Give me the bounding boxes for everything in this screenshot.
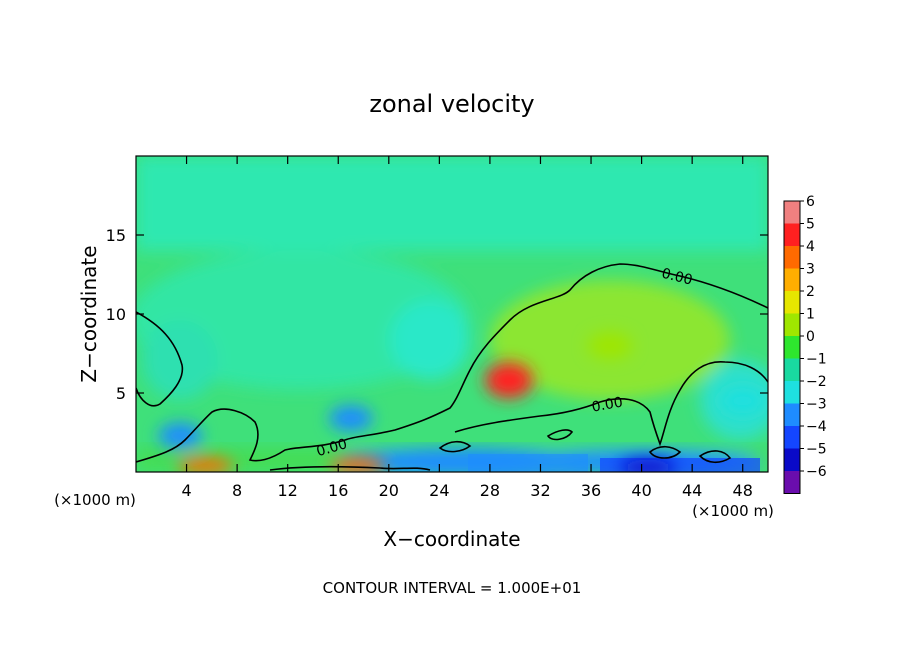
x-tick-label: 40: [631, 481, 651, 500]
colorbar-swatch: [784, 381, 800, 404]
x-tick-label: 16: [328, 481, 348, 500]
contour-main: [136, 263, 768, 463]
colorbar-label: −4: [806, 419, 827, 435]
contour-surface: [269, 465, 431, 471]
x-tick-label: 8: [232, 481, 242, 500]
colorbar: 6 5 4 3 2 1 0 −1 −2 −3 −4 −5 −6: [783, 194, 827, 494]
y-axis-label: Z−coordinate: [77, 245, 101, 382]
hotspot-2: [177, 457, 234, 472]
contour-label-upper: 0.00: [660, 266, 694, 289]
colorbar-label: −3: [806, 397, 827, 413]
hotspot-4: [328, 405, 373, 432]
contour-small-2: [438, 440, 472, 453]
zero-contours: [136, 263, 768, 471]
hotspot-5: [619, 459, 676, 472]
contour-small-3: [648, 445, 682, 459]
colorbar-label: −5: [806, 442, 827, 458]
colorbar-swatch: [784, 268, 800, 291]
x-tick-label: 4: [181, 481, 191, 500]
colorbar-label: −2: [806, 374, 827, 390]
colorbar-label: 6: [806, 194, 815, 210]
colorbar-swatch: [784, 471, 800, 494]
mid-cyan-patch: [136, 250, 470, 390]
hotspot-6: [588, 332, 632, 359]
x-axis-label: X−coordinate: [383, 527, 520, 551]
colorbar-swatch: [784, 201, 800, 224]
contour-small-1: [546, 429, 574, 441]
colorbar-swatch: [784, 358, 800, 381]
colorbar-label: 5: [806, 217, 815, 233]
y-axis: 5 10 15: [106, 226, 768, 403]
x-tick-label: 28: [480, 481, 500, 500]
colorbar-label: −6: [806, 464, 827, 480]
x-tick-label: 48: [733, 481, 753, 500]
colorbar-swatch: [784, 426, 800, 449]
colorbar-label: 0: [806, 329, 815, 345]
contour-label-middle: 0.00: [591, 394, 624, 415]
x-tick-label: 24: [429, 481, 449, 500]
colorbar-swatch: [784, 336, 800, 359]
colorbar-swatch: [784, 291, 800, 314]
contour-interval-note: CONTOUR INTERVAL = 1.000E+01: [323, 579, 582, 597]
colorbar-label: 4: [806, 239, 815, 255]
chart-title: zonal velocity: [369, 90, 534, 118]
y-tick-label: 15: [106, 226, 126, 245]
x-axis: 4 8 12 16 20 24 28 32 36 40 44 48: [181, 156, 753, 500]
x-tick-label: 36: [581, 481, 601, 500]
x-unit-left: (×1000 m): [54, 491, 136, 509]
colorbar-swatch: [784, 223, 800, 246]
x-tick-label: 44: [682, 481, 702, 500]
cyan-spot: [390, 300, 470, 380]
colorbar-label: 3: [806, 262, 815, 278]
contour-small-4: [698, 450, 732, 464]
hotspot-7: [720, 387, 765, 414]
x-tick-label: 20: [379, 481, 399, 500]
hotspot-3: [158, 422, 203, 449]
colorbar-label: 2: [806, 284, 815, 300]
y-tick-label: 10: [106, 305, 126, 324]
x-unit-right: (×1000 m): [692, 502, 774, 520]
contour-labels: 0.00 0.00 0.00: [315, 266, 694, 461]
contour-lower: [454, 361, 768, 447]
colorbar-swatch: [784, 313, 800, 336]
contour-left: [136, 311, 184, 407]
value-hotspots: [158, 332, 765, 472]
y-tick-label: 5: [116, 384, 126, 403]
colorbar-label: −1: [806, 352, 827, 368]
upper-cyan-band: [136, 156, 768, 251]
blue-surface-mid: [468, 454, 588, 472]
colorbar-swatch: [784, 246, 800, 269]
hotspot-0: [484, 362, 533, 399]
x-tick-label: 32: [530, 481, 550, 500]
colorbar-swatch: [784, 448, 800, 471]
colorbar-label: 1: [806, 307, 815, 323]
colorbar-swatch: [784, 403, 800, 426]
plot-area: 0.00 0.00 0.00: [135, 155, 769, 473]
colorbar-frame: [783, 200, 801, 494]
x-tick-label: 12: [278, 481, 298, 500]
hotspot-1: [329, 457, 386, 472]
